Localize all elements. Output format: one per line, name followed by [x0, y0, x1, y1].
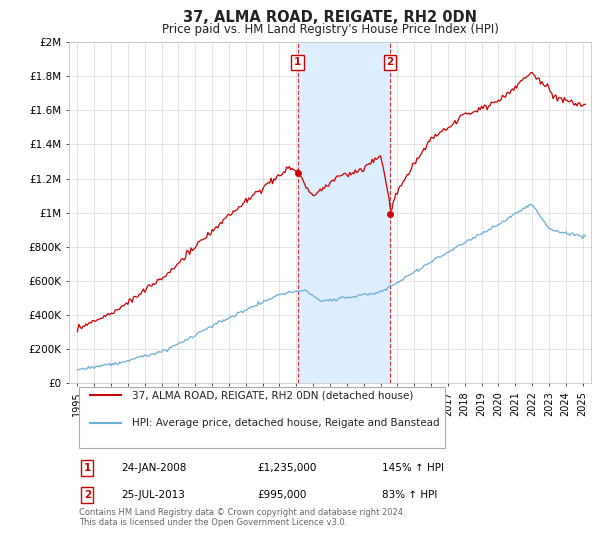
- Text: 2: 2: [386, 58, 394, 68]
- Text: £1,235,000: £1,235,000: [257, 463, 316, 473]
- Text: 37, ALMA ROAD, REIGATE, RH2 0DN: 37, ALMA ROAD, REIGATE, RH2 0DN: [183, 10, 477, 25]
- Text: 2: 2: [83, 490, 91, 500]
- Text: 83% ↑ HPI: 83% ↑ HPI: [382, 490, 437, 500]
- Text: HPI: Average price, detached house, Reigate and Banstead: HPI: Average price, detached house, Reig…: [131, 418, 439, 428]
- Text: 1: 1: [294, 58, 301, 68]
- Text: Price paid vs. HM Land Registry's House Price Index (HPI): Price paid vs. HM Land Registry's House …: [161, 24, 499, 36]
- Bar: [298, 42, 390, 384]
- Text: 37, ALMA ROAD, REIGATE, RH2 0DN (detached house): 37, ALMA ROAD, REIGATE, RH2 0DN (detache…: [131, 390, 413, 400]
- FancyBboxPatch shape: [79, 387, 445, 448]
- Text: Contains HM Land Registry data © Crown copyright and database right 2024.
This d: Contains HM Land Registry data © Crown c…: [79, 508, 406, 528]
- Text: 145% ↑ HPI: 145% ↑ HPI: [382, 463, 444, 473]
- Text: 25-JUL-2013: 25-JUL-2013: [121, 490, 185, 500]
- Text: 1: 1: [83, 463, 91, 473]
- Text: £995,000: £995,000: [257, 490, 306, 500]
- Text: 24-JAN-2008: 24-JAN-2008: [121, 463, 187, 473]
